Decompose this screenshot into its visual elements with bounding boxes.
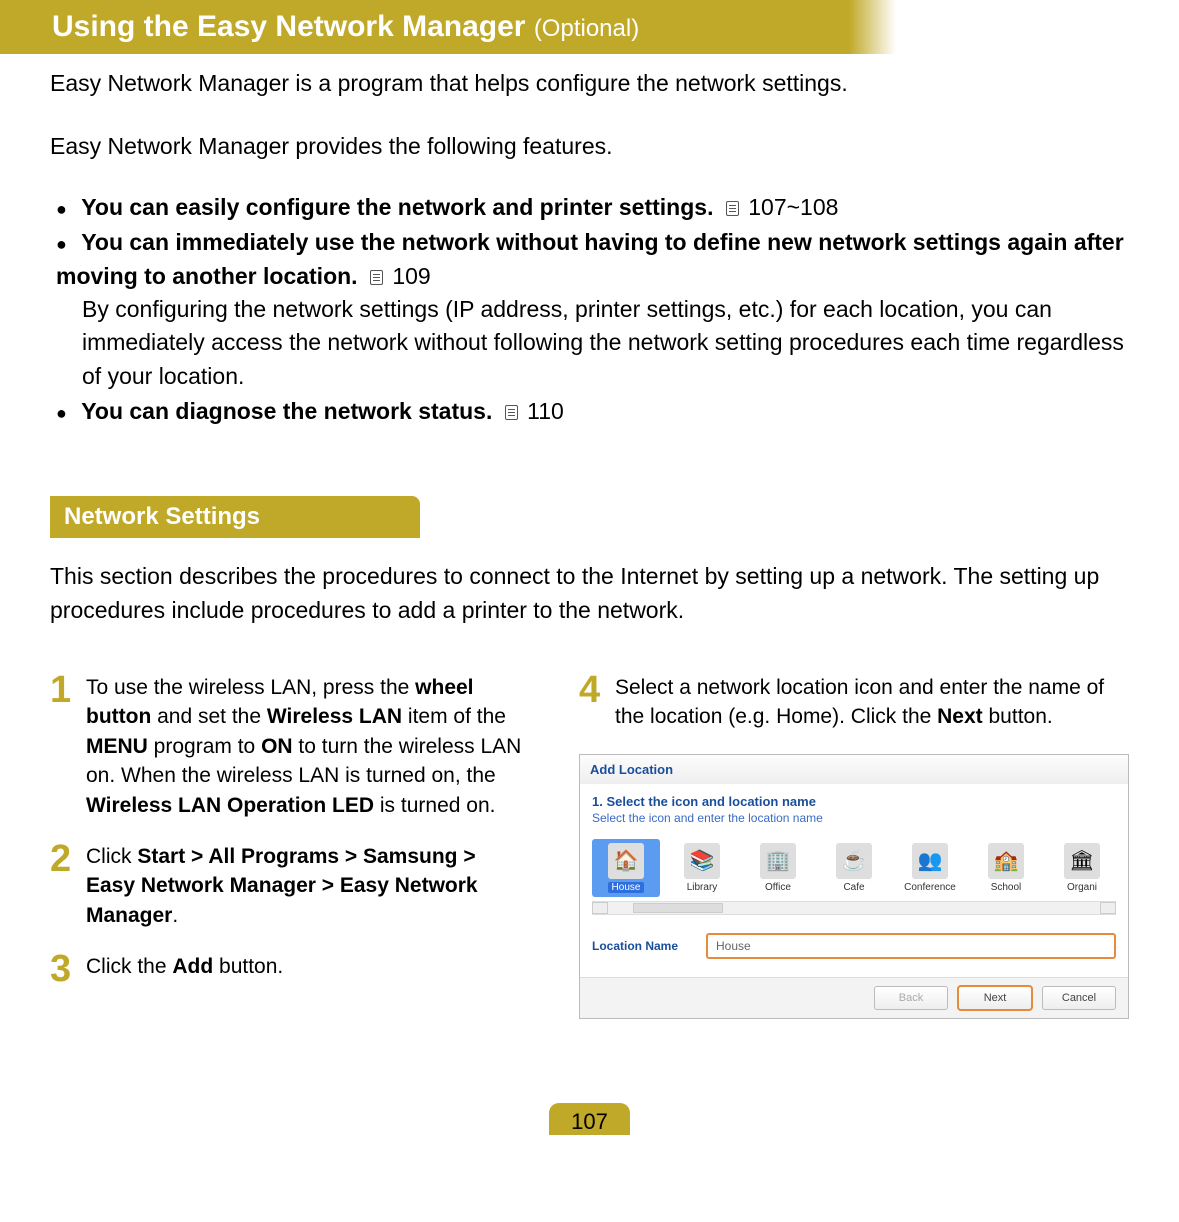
location-icon-cafe[interactable]: ☕ Cafe <box>820 839 888 897</box>
page-ref-icon <box>370 270 383 285</box>
page-title: Using the Easy Network Manager (Optional… <box>52 10 639 44</box>
library-icon: 📚 <box>684 843 720 879</box>
intro-2: Easy Network Manager provides the follow… <box>50 129 1129 164</box>
location-icon-library[interactable]: 📚 Library <box>668 839 736 897</box>
conference-icon: 👥 <box>912 843 948 879</box>
feature-1-text: You can easily configure the network and… <box>81 194 713 220</box>
location-icon-organization[interactable]: 🏛 Organi <box>1048 839 1116 897</box>
intro-1: Easy Network Manager is a program that h… <box>50 66 1129 101</box>
step-num: 2 <box>50 842 76 930</box>
step-3: 3 Click the Add button. <box>50 952 527 986</box>
cancel-button[interactable]: Cancel <box>1042 986 1116 1010</box>
location-icon-row: 🏠 House 📚 Library 🏢 Office ☕ Cafe <box>580 833 1128 901</box>
location-name-row: Location Name <box>580 915 1128 977</box>
dialog-title: Add Location <box>580 755 1128 784</box>
step-num: 1 <box>50 673 76 820</box>
page-number-wrap: 107 <box>0 1103 1179 1135</box>
horizontal-scrollbar[interactable] <box>592 901 1116 915</box>
section-intro: This section describes the procedures to… <box>50 560 1129 627</box>
feature-3-ref: 110 <box>527 398 564 424</box>
feature-2-text: You can immediately use the network with… <box>56 229 1124 288</box>
location-label: School <box>991 882 1022 893</box>
feature-3-text: You can diagnose the network status. <box>81 398 492 424</box>
location-label: Library <box>687 882 718 893</box>
location-label: Office <box>765 882 791 893</box>
step-num: 3 <box>50 952 76 986</box>
step-4-text: Select a network location icon and enter… <box>615 673 1129 732</box>
feature-2: You can immediately use the network with… <box>56 226 1129 393</box>
location-icon-office[interactable]: 🏢 Office <box>744 839 812 897</box>
back-button[interactable]: Back <box>874 986 948 1010</box>
location-label: Conference <box>904 882 956 893</box>
next-button[interactable]: Next <box>958 986 1032 1010</box>
title-main: Using the Easy Network Manager <box>52 10 525 43</box>
location-icon-house[interactable]: 🏠 House <box>592 839 660 897</box>
page-content: Easy Network Manager is a program that h… <box>0 54 1179 1039</box>
location-name-label: Location Name <box>592 939 678 953</box>
step-2-text: Click Start > All Programs > Samsung > E… <box>86 842 527 930</box>
add-location-dialog: Add Location 1. Select the icon and loca… <box>579 754 1129 1019</box>
title-suffix: (Optional) <box>534 15 639 42</box>
step-2: 2 Click Start > All Programs > Samsung >… <box>50 842 527 930</box>
dialog-step-title: 1. Select the icon and location name <box>580 784 1128 809</box>
dialog-footer: Back Next Cancel <box>580 977 1128 1018</box>
page-ref-icon <box>505 405 518 420</box>
feature-1: You can easily configure the network and… <box>56 191 1129 224</box>
dialog-step-sub: Select the icon and enter the location n… <box>580 809 1128 833</box>
step-1-text: To use the wireless LAN, press the wheel… <box>86 673 527 820</box>
section-header: Network Settings <box>50 496 420 538</box>
location-label: Cafe <box>843 882 864 893</box>
organization-icon: 🏛 <box>1064 843 1100 879</box>
location-name-input[interactable] <box>706 933 1116 959</box>
feature-2-ref: 109 <box>392 263 430 289</box>
house-icon: 🏠 <box>608 843 644 879</box>
features-list: You can easily configure the network and… <box>50 191 1129 428</box>
location-icon-school[interactable]: 🏫 School <box>972 839 1040 897</box>
feature-3: You can diagnose the network status. 110 <box>56 395 1129 428</box>
step-4: 4 Select a network location icon and ent… <box>579 673 1129 732</box>
feature-1-ref: 107~108 <box>748 194 838 220</box>
page-ref-icon <box>726 201 739 216</box>
section-header-wrap: Network Settings <box>50 496 1129 538</box>
school-icon: 🏫 <box>988 843 1024 879</box>
feature-2-detail: By configuring the network settings (IP … <box>56 293 1129 393</box>
office-icon: 🏢 <box>760 843 796 879</box>
step-num: 4 <box>579 673 605 732</box>
column-right: 4 Select a network location icon and ent… <box>579 673 1129 1019</box>
columns: 1 To use the wireless LAN, press the whe… <box>50 673 1129 1019</box>
location-label: Organi <box>1067 882 1097 893</box>
scrollbar-thumb[interactable] <box>633 903 723 913</box>
page-title-bar: Using the Easy Network Manager (Optional… <box>0 0 1179 54</box>
location-label: House <box>608 882 645 893</box>
page-number: 107 <box>549 1103 630 1135</box>
step-3-text: Click the Add button. <box>86 952 283 986</box>
column-left: 1 To use the wireless LAN, press the whe… <box>50 673 527 1019</box>
location-icon-conference[interactable]: 👥 Conference <box>896 839 964 897</box>
step-1: 1 To use the wireless LAN, press the whe… <box>50 673 527 820</box>
cafe-icon: ☕ <box>836 843 872 879</box>
